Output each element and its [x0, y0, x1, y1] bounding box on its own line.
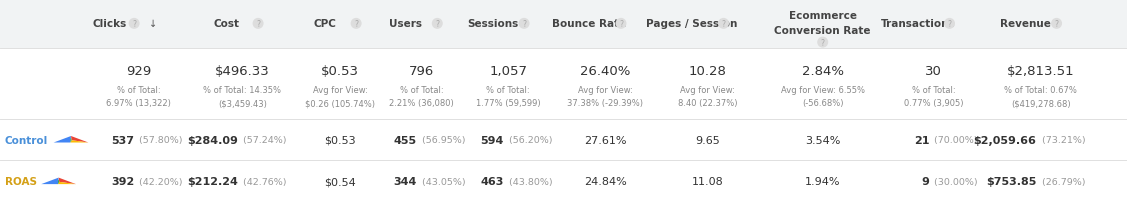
Text: % of Total:: % of Total: [117, 85, 160, 94]
Text: (56.95%): (56.95%) [419, 135, 465, 144]
Text: ($419,278.68): ($419,278.68) [1011, 99, 1071, 107]
Text: Avg for View:: Avg for View: [313, 85, 367, 94]
Text: 2.84%: 2.84% [801, 64, 844, 77]
Text: Clicks: Clicks [92, 19, 126, 29]
Text: ?: ? [721, 20, 726, 29]
Text: 6.97% (13,322): 6.97% (13,322) [106, 99, 171, 107]
Text: 30: 30 [925, 64, 942, 77]
Bar [0, 48, 1127, 119]
Polygon shape [70, 141, 88, 143]
Text: % of Total: 14.35%: % of Total: 14.35% [203, 85, 282, 94]
Text: (42.20%): (42.20%) [136, 177, 183, 186]
Text: ?: ? [522, 20, 526, 29]
Text: $2,059.66: $2,059.66 [974, 135, 1036, 145]
Text: $753.85: $753.85 [986, 176, 1036, 186]
Text: 2.21% (36,080): 2.21% (36,080) [389, 99, 454, 107]
Text: (42.76%): (42.76%) [240, 177, 286, 186]
Text: % of Total:: % of Total: [487, 85, 530, 94]
Text: 26.40%: 26.40% [580, 64, 630, 77]
Text: Revenue: Revenue [1000, 19, 1050, 29]
Polygon shape [70, 138, 72, 143]
Text: 929: 929 [126, 64, 151, 77]
Text: 3.54%: 3.54% [805, 135, 841, 145]
Text: ↓: ↓ [149, 19, 158, 29]
Text: ?: ? [256, 20, 260, 29]
Text: ?: ? [1055, 20, 1058, 29]
Text: CPC: CPC [313, 19, 336, 29]
Text: 344: 344 [393, 176, 417, 186]
Text: (43.05%): (43.05%) [419, 177, 465, 186]
Text: Cost: Cost [213, 19, 240, 29]
Text: Users: Users [389, 19, 423, 29]
Text: Avg for View: 6.55%: Avg for View: 6.55% [781, 85, 864, 94]
Bar [0, 161, 1127, 202]
Text: 463: 463 [480, 176, 504, 186]
Text: $212.24: $212.24 [187, 176, 238, 186]
Text: ($3,459.43): ($3,459.43) [218, 99, 267, 107]
Text: ?: ? [948, 20, 951, 29]
Text: 392: 392 [110, 176, 134, 186]
Text: Control: Control [5, 135, 47, 145]
Text: (57.24%): (57.24%) [240, 135, 286, 144]
Text: 9.65: 9.65 [695, 135, 720, 145]
Text: (30.00%): (30.00%) [931, 177, 978, 186]
Text: (-56.68%): (-56.68%) [802, 99, 843, 107]
Polygon shape [54, 136, 71, 143]
Text: Ecommerce: Ecommerce [789, 11, 857, 21]
Bar [0, 119, 1127, 161]
Text: (70.00%): (70.00%) [931, 135, 978, 144]
Text: 455: 455 [393, 135, 417, 145]
Bar [0, 0, 1127, 48]
Text: $284.09: $284.09 [187, 135, 238, 145]
Text: $0.26 (105.74%): $0.26 (105.74%) [305, 99, 375, 107]
Text: Pages / Session: Pages / Session [646, 19, 738, 29]
Text: 594: 594 [480, 135, 504, 145]
Text: ?: ? [820, 38, 825, 47]
Polygon shape [71, 136, 88, 143]
Text: $2,813.51: $2,813.51 [1006, 64, 1075, 77]
Polygon shape [42, 178, 59, 184]
Text: (56.20%): (56.20%) [506, 135, 552, 144]
Text: 1.77% (59,599): 1.77% (59,599) [476, 99, 541, 107]
Text: 8.40 (22.37%): 8.40 (22.37%) [678, 99, 737, 107]
Text: Sessions: Sessions [467, 19, 518, 29]
Text: 796: 796 [409, 64, 434, 77]
Text: % of Total:: % of Total: [400, 85, 443, 94]
Text: ?: ? [435, 20, 440, 29]
Text: 1,057: 1,057 [489, 64, 527, 77]
Text: ?: ? [354, 20, 358, 29]
Text: $0.54: $0.54 [325, 176, 356, 186]
Text: Transactions: Transactions [880, 19, 956, 29]
Text: $0.53: $0.53 [325, 135, 356, 145]
Text: 10.28: 10.28 [689, 64, 727, 77]
Text: Bounce Rate: Bounce Rate [552, 19, 627, 29]
Text: Avg for View:: Avg for View: [578, 85, 632, 94]
Text: Avg for View:: Avg for View: [681, 85, 735, 94]
Text: 1.94%: 1.94% [805, 176, 841, 186]
Text: % of Total: 0.67%: % of Total: 0.67% [1004, 85, 1077, 94]
Text: 24.84%: 24.84% [584, 176, 627, 186]
Text: $0.53: $0.53 [321, 64, 360, 77]
Text: 37.38% (-29.39%): 37.38% (-29.39%) [567, 99, 644, 107]
Text: (43.80%): (43.80%) [506, 177, 552, 186]
Polygon shape [57, 182, 76, 184]
Text: ?: ? [132, 20, 136, 29]
Text: % of Total:: % of Total: [912, 85, 956, 94]
Text: 11.08: 11.08 [692, 176, 724, 186]
Text: (26.79%): (26.79%) [1038, 177, 1085, 186]
Text: ROAS: ROAS [5, 176, 36, 186]
Text: 27.61%: 27.61% [584, 135, 627, 145]
Text: ?: ? [619, 20, 623, 29]
Polygon shape [57, 179, 60, 184]
Text: (57.80%): (57.80%) [136, 135, 183, 144]
Text: (73.21%): (73.21%) [1038, 135, 1085, 144]
Text: 21: 21 [914, 135, 929, 145]
Text: Conversion Rate: Conversion Rate [774, 26, 871, 36]
Text: 0.77% (3,905): 0.77% (3,905) [904, 99, 964, 107]
Text: $496.33: $496.33 [215, 64, 269, 77]
Text: 537: 537 [112, 135, 134, 145]
Polygon shape [59, 178, 76, 184]
Text: 9: 9 [922, 176, 929, 186]
